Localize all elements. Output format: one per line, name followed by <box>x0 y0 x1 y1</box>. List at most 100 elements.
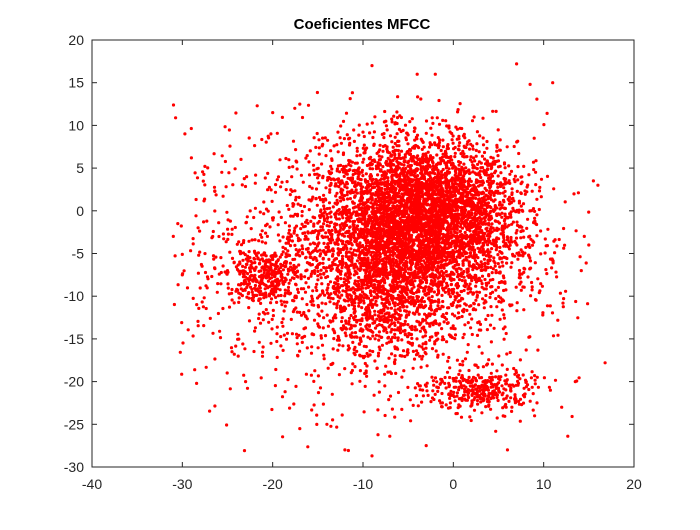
data-point <box>404 138 408 142</box>
data-point <box>324 302 328 306</box>
data-point <box>522 235 526 239</box>
data-point <box>395 199 399 203</box>
data-point <box>336 130 340 134</box>
data-point <box>498 138 502 142</box>
data-point <box>533 261 537 265</box>
data-point <box>285 180 289 184</box>
data-point <box>503 217 507 221</box>
data-point <box>432 168 436 172</box>
data-point <box>475 142 479 146</box>
data-point <box>444 152 448 156</box>
data-point <box>438 190 442 194</box>
data-point <box>295 233 299 237</box>
data-point <box>340 257 345 261</box>
data-point <box>341 289 345 293</box>
data-point <box>423 328 427 333</box>
data-point <box>411 349 415 353</box>
data-point <box>357 123 361 127</box>
data-point <box>457 144 461 148</box>
data-point <box>415 294 419 299</box>
data-point <box>430 295 434 299</box>
data-point <box>528 267 532 271</box>
data-point <box>543 237 547 241</box>
data-point <box>494 237 498 241</box>
data-point <box>441 288 446 292</box>
data-point <box>339 277 343 281</box>
data-point <box>474 232 478 237</box>
data-point <box>451 161 455 165</box>
data-point <box>424 271 428 275</box>
data-point <box>353 161 357 165</box>
data-point <box>381 284 385 288</box>
data-point <box>348 136 352 140</box>
data-point <box>364 186 368 190</box>
data-point <box>312 222 316 226</box>
data-point <box>417 146 421 150</box>
data-point <box>383 187 387 192</box>
data-point <box>394 258 398 262</box>
data-point <box>475 167 479 171</box>
data-point <box>475 130 479 134</box>
data-point <box>493 264 497 268</box>
data-point <box>374 197 378 201</box>
data-point <box>322 204 326 208</box>
data-point <box>530 285 534 289</box>
data-point <box>453 145 457 150</box>
data-point <box>498 200 502 204</box>
data-point <box>531 207 536 211</box>
data-point <box>346 197 350 201</box>
data-point <box>441 145 445 149</box>
data-point <box>455 270 459 274</box>
data-point <box>509 265 513 269</box>
data-point <box>363 384 367 388</box>
data-point <box>488 278 492 282</box>
data-point <box>525 226 529 230</box>
data-point <box>487 237 491 241</box>
data-point <box>423 318 427 322</box>
data-point <box>431 156 435 160</box>
data-point <box>460 314 464 319</box>
data-point <box>348 225 352 229</box>
data-point <box>401 329 405 333</box>
data-point <box>358 153 362 157</box>
data-point <box>465 258 469 262</box>
data-point <box>480 213 484 217</box>
data-point <box>509 215 513 219</box>
data-point <box>401 156 406 160</box>
data-point <box>413 279 417 283</box>
data-point <box>572 192 576 196</box>
data-point <box>364 180 368 184</box>
data-point <box>462 152 466 156</box>
data-point <box>579 269 583 273</box>
data-point <box>471 166 475 170</box>
data-point <box>460 278 464 283</box>
data-point <box>316 166 320 170</box>
data-point <box>476 162 480 166</box>
data-point <box>446 211 450 215</box>
data-point <box>448 207 452 211</box>
data-point <box>355 318 359 322</box>
data-point <box>444 155 448 159</box>
data-point <box>274 183 278 187</box>
data-point <box>407 159 411 163</box>
data-point <box>355 210 359 214</box>
data-point <box>422 206 426 210</box>
data-point <box>328 206 332 210</box>
data-point <box>341 170 345 174</box>
data-point <box>464 166 468 170</box>
data-point <box>469 287 473 291</box>
data-point <box>380 155 384 159</box>
data-point <box>340 266 344 270</box>
data-point <box>496 253 500 257</box>
data-point <box>428 335 432 339</box>
data-point <box>500 260 504 264</box>
data-point <box>365 146 369 150</box>
data-point <box>550 311 555 315</box>
data-point <box>398 181 402 185</box>
data-point <box>498 164 502 168</box>
data-point <box>455 231 459 235</box>
data-point <box>370 205 374 209</box>
data-point <box>311 163 316 167</box>
data-point <box>411 211 415 215</box>
data-point <box>390 216 394 220</box>
